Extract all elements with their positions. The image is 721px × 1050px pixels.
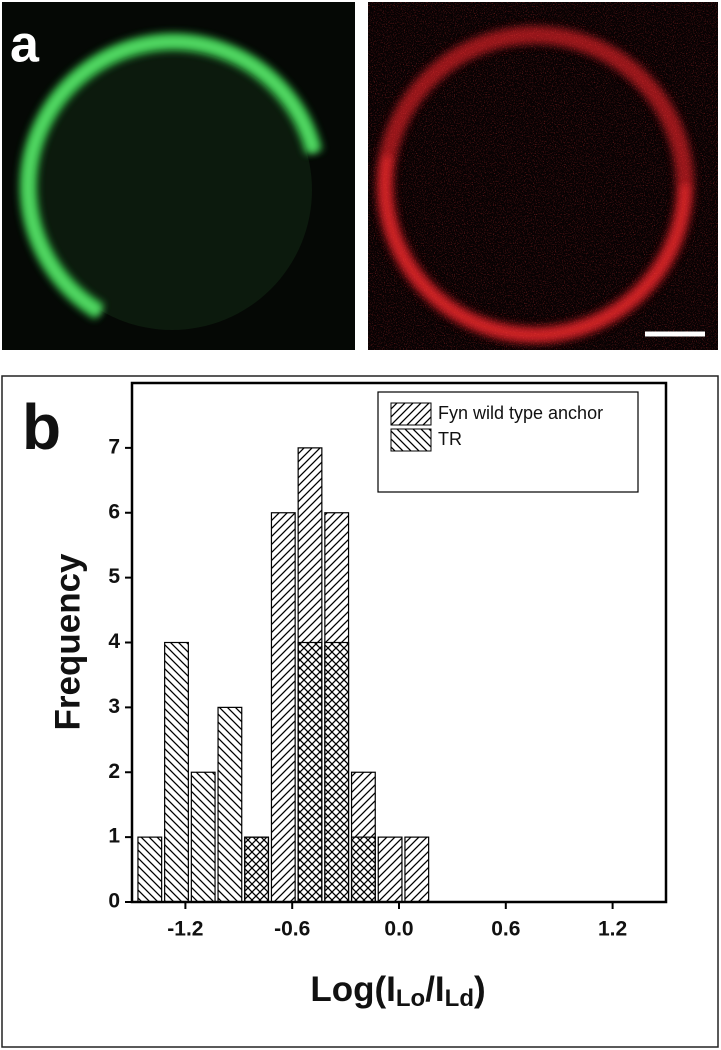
- x-axis-label-part: ): [474, 970, 486, 1009]
- bar: [297, 641, 323, 903]
- x-tick-label: -1.2: [167, 918, 203, 941]
- x-tick-label: -0.6: [274, 918, 310, 941]
- panel-label: a: [10, 16, 40, 74]
- x-axis-label-part: Log(I: [310, 970, 396, 1009]
- x-axis-label: Log(ILo/ILd): [310, 970, 485, 1012]
- y-tick-label: 0: [108, 890, 120, 913]
- y-tick-label: 7: [108, 435, 120, 458]
- panel-label: b: [22, 391, 61, 463]
- legend-label: TR: [438, 429, 462, 449]
- bar: [324, 641, 350, 903]
- legend-swatch: [390, 402, 432, 426]
- red-image: [368, 2, 718, 350]
- bar: [404, 836, 430, 903]
- y-tick-label: 1: [108, 825, 120, 848]
- panel-frame: [1, 375, 719, 1048]
- bar: [137, 836, 163, 903]
- bar: [350, 836, 376, 903]
- bar: [164, 641, 189, 903]
- bar: [190, 771, 216, 903]
- legend-label: Fyn wild type anchor: [438, 403, 603, 423]
- legend-swatch: [390, 428, 432, 452]
- y-tick-label: 6: [108, 500, 120, 523]
- x-tick-label: 0.6: [491, 918, 520, 941]
- bar: [377, 836, 403, 903]
- y-tick-label: 2: [108, 760, 120, 783]
- x-tick-label: 1.2: [598, 918, 627, 941]
- x-axis-label-part: /I: [425, 970, 444, 1009]
- y-axis-label: Frequency: [48, 553, 87, 731]
- y-tick-label: 4: [108, 630, 120, 653]
- y-tick-label: 5: [108, 565, 120, 588]
- bar: [244, 836, 270, 903]
- bar: [270, 512, 296, 903]
- y-tick-label: 3: [108, 695, 120, 718]
- x-axis-label-part: Ld: [445, 985, 474, 1012]
- x-tick-label: 0.0: [384, 918, 413, 941]
- green-image: [2, 2, 355, 350]
- x-axis-label-part: Lo: [396, 985, 425, 1012]
- bar: [217, 706, 243, 903]
